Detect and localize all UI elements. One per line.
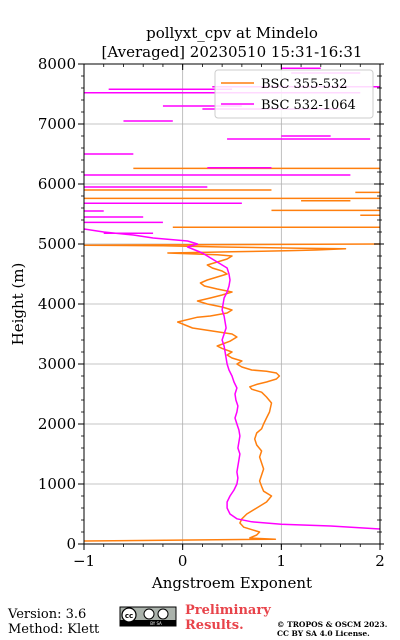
copyright-line2: CC BY SA 4.0 License.	[277, 629, 370, 638]
preliminary-line1: Preliminary	[185, 603, 271, 618]
cc-logo-text: cc	[125, 612, 133, 620]
y-tick-label: 0	[66, 535, 76, 553]
y-tick-label: 5000	[38, 235, 76, 253]
x-tick-label: 0	[178, 552, 188, 570]
grid	[83, 63, 381, 545]
y-tick-label: 2000	[38, 415, 76, 433]
series-line-bsc-532-1064	[84, 228, 380, 530]
copyright-line1: © TROPOS & OSCM 2023.	[277, 620, 388, 629]
legend-label-bsc-532-1064: BSC 532-1064	[261, 98, 356, 113]
y-tick-label: 6000	[38, 175, 76, 193]
y-tick-label: 7000	[38, 115, 76, 133]
y-tick-label: 1000	[38, 475, 76, 493]
y-tick-label: 4000	[38, 295, 76, 313]
chart-title-line1: pollyxt_cpv at Mindelo	[146, 24, 318, 42]
x-axis-label: Angstroem Exponent	[151, 574, 312, 592]
cc-badge-strip	[120, 620, 176, 626]
copyright-notice: © TROPOS & OSCM 2023. CC BY SA 4.0 Licen…	[277, 620, 387, 638]
preliminary-line2: Results.	[185, 618, 244, 633]
y-tick-label: 3000	[38, 355, 76, 373]
sa-share-icon	[157, 608, 169, 620]
legend-label-bsc-355-532: BSC 355-532	[261, 77, 348, 92]
x-tick-label: 2	[375, 552, 385, 570]
method-text: Method: Klett	[8, 622, 100, 637]
series-line-bsc-355-532	[84, 243, 380, 542]
x-tick-label: −1	[73, 552, 95, 570]
cc-logo-icon	[121, 607, 137, 623]
preliminary-notice: Preliminary Results.	[185, 603, 271, 633]
plot-area	[84, 67, 380, 542]
chart-title-line2: [Averaged] 20230510 15:31-16:31	[102, 43, 363, 61]
x-tick-label: 1	[277, 552, 287, 570]
cc-license-badge: cc BY SA	[119, 606, 177, 627]
cc-badge-terms: BY SA	[150, 621, 162, 626]
y-tick-label: 8000	[38, 55, 76, 73]
by-person-icon	[143, 608, 155, 620]
legend-box	[214, 69, 374, 119]
version-text: Version: 3.6	[8, 607, 87, 622]
y-axis-label: Height (m)	[9, 263, 27, 346]
legend: BSC 355-532 BSC 532-1064	[214, 69, 374, 119]
